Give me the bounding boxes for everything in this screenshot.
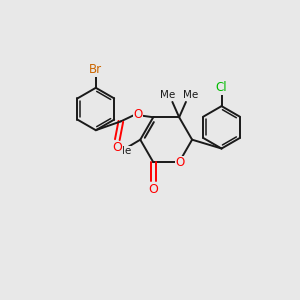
Text: O: O	[133, 108, 142, 122]
Text: Cl: Cl	[216, 81, 227, 94]
Text: O: O	[148, 183, 158, 196]
Text: O: O	[112, 141, 122, 154]
Text: Me: Me	[116, 146, 131, 157]
Text: Me: Me	[160, 91, 176, 100]
Text: Me: Me	[183, 91, 198, 100]
Text: Br: Br	[89, 63, 102, 76]
Text: O: O	[175, 156, 184, 169]
